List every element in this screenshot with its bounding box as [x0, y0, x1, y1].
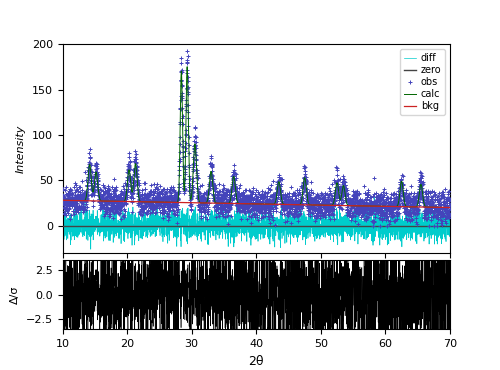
obs	[410, 194, 416, 199]
Y-axis label: Δ/σ: Δ/σ	[10, 285, 20, 304]
calc	[447, 205, 453, 210]
calc	[410, 205, 416, 209]
calc	[447, 205, 453, 210]
obs	[60, 195, 66, 199]
Line: obs: obs	[60, 48, 452, 228]
calc	[168, 200, 173, 205]
bkg	[410, 205, 416, 209]
bkg	[294, 202, 300, 207]
calc	[300, 180, 306, 185]
obs	[370, 223, 376, 228]
calc	[60, 198, 66, 202]
diff	[88, 247, 94, 251]
Line: calc: calc	[62, 67, 450, 208]
Legend: diff, zero, obs, calc, bkg: diff, zero, obs, calc, bkg	[400, 49, 445, 115]
diff	[300, 223, 306, 227]
calc	[184, 64, 190, 69]
bkg	[447, 205, 453, 210]
bkg	[446, 205, 452, 210]
diff	[410, 213, 416, 218]
obs	[447, 203, 453, 207]
Y-axis label: Intensity: Intensity	[16, 124, 26, 173]
obs	[447, 207, 453, 211]
diff	[447, 221, 453, 225]
obs	[168, 197, 173, 202]
zero	[2, 223, 8, 228]
bkg	[168, 200, 173, 205]
X-axis label: 2θ: 2θ	[248, 354, 264, 367]
obs	[300, 179, 306, 184]
obs	[184, 48, 190, 53]
zero	[0, 223, 1, 228]
obs	[142, 204, 148, 208]
diff	[168, 217, 174, 221]
diff	[294, 222, 300, 226]
Line: bkg: bkg	[62, 200, 450, 208]
diff	[60, 220, 66, 224]
bkg	[300, 203, 306, 207]
obs	[294, 201, 300, 206]
Line: diff: diff	[62, 197, 450, 249]
diff	[371, 195, 377, 199]
calc	[142, 200, 148, 204]
bkg	[60, 198, 66, 202]
calc	[294, 202, 300, 207]
diff	[142, 219, 148, 223]
bkg	[142, 200, 148, 204]
diff	[447, 225, 453, 229]
